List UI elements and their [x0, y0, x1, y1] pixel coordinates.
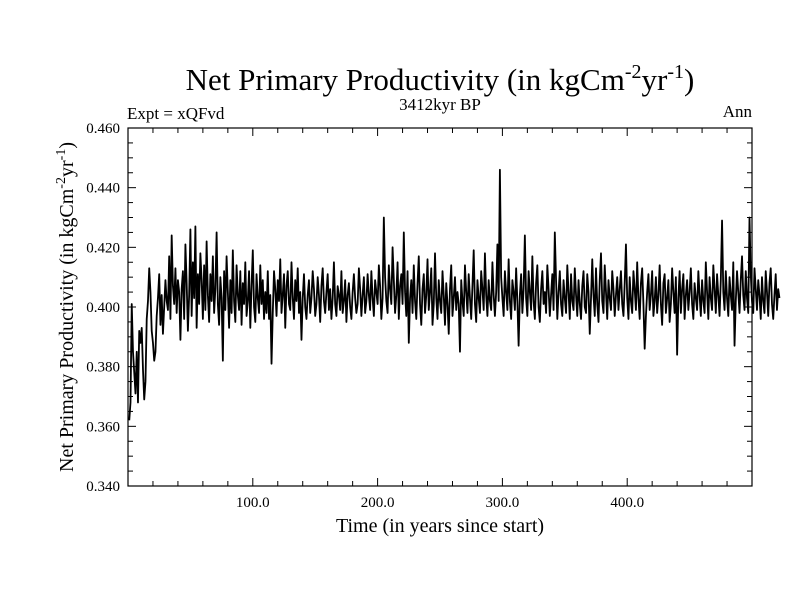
x-tick-label: 100.0 — [236, 495, 270, 511]
y-axis-label: Net Primary Productivity (in kgCm-2yr-1) — [54, 142, 78, 472]
subtitle-season: Ann — [723, 102, 753, 121]
y-tick-label: 0.460 — [86, 121, 120, 137]
y-axis-ticks: 0.340 0.360 0.380 0.400 0.420 0.440 0.460 — [86, 121, 752, 495]
y-tick-label: 0.420 — [86, 240, 120, 256]
x-tick-label: 300.0 — [486, 495, 520, 511]
y-tick-label: 0.440 — [86, 181, 120, 197]
y-tick-label: 0.400 — [86, 300, 120, 316]
x-tick-label: 200.0 — [361, 495, 395, 511]
y-tick-label: 0.360 — [86, 419, 120, 435]
series-line-npp — [128, 168, 781, 421]
subtitle-experiment: Expt = xQFvd — [127, 104, 225, 123]
chart-title: Net Primary Productivity (in kgCm-2yr-1) — [186, 61, 695, 97]
subtitle-period: 3412kyr BP — [399, 95, 481, 114]
y-tick-label: 0.380 — [86, 360, 120, 376]
x-tick-label: 400.0 — [610, 495, 644, 511]
x-axis-ticks: 100.0 200.0 300.0 400.0 — [152, 128, 728, 511]
x-axis-label: Time (in years since start) — [336, 515, 544, 537]
y-tick-label: 0.340 — [86, 479, 120, 495]
